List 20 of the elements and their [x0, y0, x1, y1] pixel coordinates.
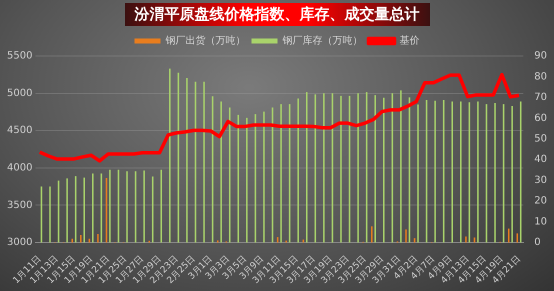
- chart-title: 汾渭平原盘线价格指数、库存、成交量总计: [124, 3, 430, 26]
- legend-label: 钢厂库存（万吨）: [282, 34, 362, 47]
- y2-tick-label: 90: [534, 50, 548, 62]
- y-tick-label: 3000: [6, 237, 32, 248]
- y2-tick-label: 20: [534, 196, 548, 207]
- y2-tick-label: 50: [534, 133, 548, 144]
- y-tick-label: 5000: [6, 88, 32, 99]
- y2-tick-label: 40: [534, 154, 548, 166]
- y2-tick-label: 10: [534, 216, 548, 228]
- y2-tick-label: 60: [534, 112, 548, 124]
- y2-tick-label: 0: [534, 237, 541, 248]
- legend-label: 基价: [400, 34, 420, 47]
- y-tick-label: 3500: [6, 200, 32, 211]
- y2-tick-label: 80: [534, 71, 548, 82]
- y-tick-label: 4000: [6, 162, 32, 174]
- legend-label: 钢厂出货（万吨）: [164, 34, 246, 47]
- y-tick-label: 4500: [6, 125, 32, 136]
- y2-tick-label: 30: [534, 174, 548, 186]
- y-tick-label: 5500: [6, 50, 32, 62]
- y2-tick-label: 70: [534, 92, 548, 104]
